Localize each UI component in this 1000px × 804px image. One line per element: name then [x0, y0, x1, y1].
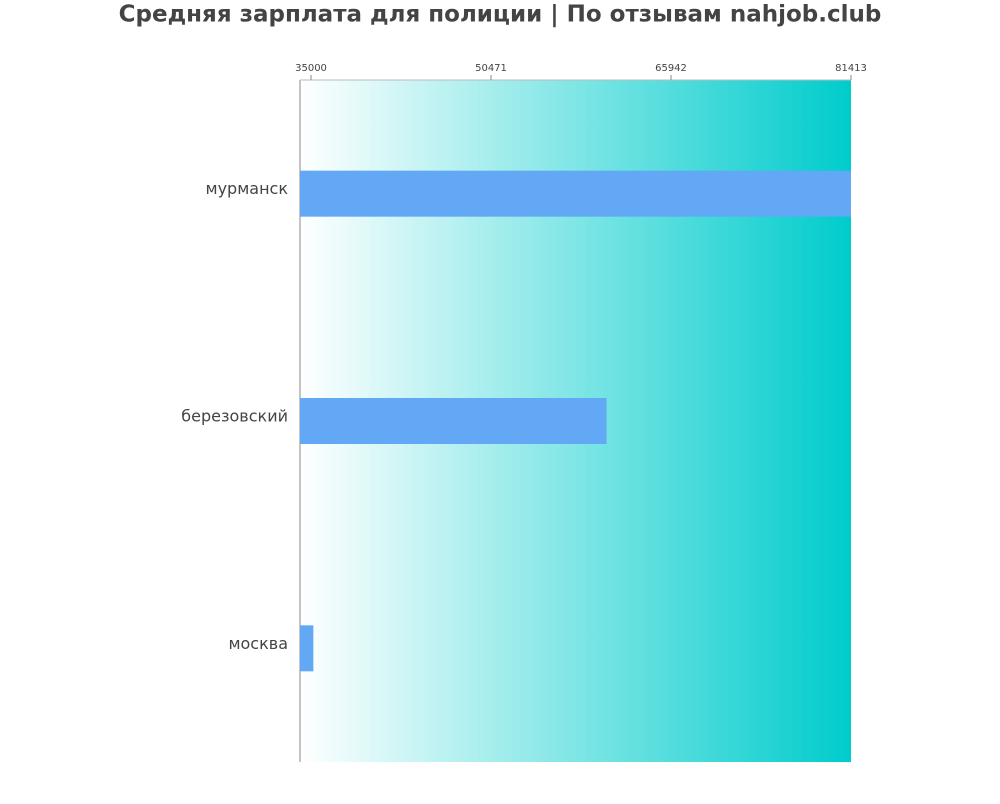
x-tick-label: 35000	[295, 63, 327, 74]
bar	[300, 625, 314, 672]
x-tick-label: 50471	[475, 63, 507, 74]
chart-title: Средняя зарплата для полиции | По отзыва…	[119, 2, 882, 28]
y-tick-label: березовский	[181, 407, 288, 426]
bar	[300, 170, 851, 217]
x-tick-label: 65942	[655, 63, 687, 74]
y-tick-label: мурманск	[206, 179, 289, 198]
x-tick-label: 81413	[835, 63, 867, 74]
bar	[300, 398, 607, 444]
y-tick-label: москва	[228, 634, 288, 653]
